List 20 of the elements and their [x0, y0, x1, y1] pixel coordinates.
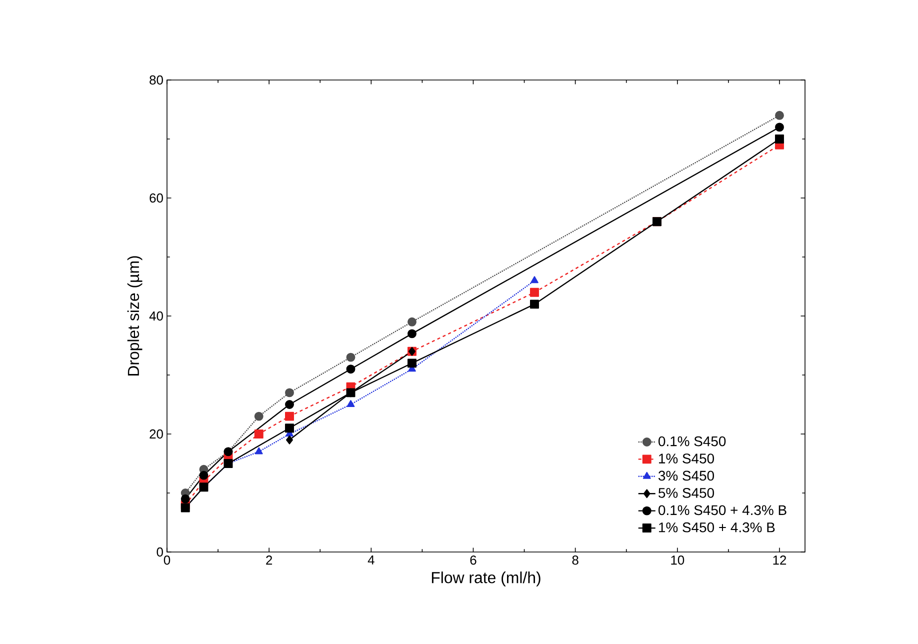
- x-axis-title: Flow rate (ml/h): [432, 572, 540, 586]
- y-tick-label: 80: [150, 75, 163, 85]
- x-tick-label: 6: [470, 556, 476, 565]
- y-tick-label: 20: [150, 429, 163, 439]
- legend-label: 5% S450: [658, 488, 714, 498]
- legend-label: 0.1% S450: [658, 436, 726, 446]
- legend-label: 1% S450 + 4.3% B: [659, 522, 775, 532]
- y-tick-label: 60: [150, 193, 163, 203]
- x-tick-label: 8: [572, 556, 578, 565]
- legend-label: 0.1% S450 + 4.3% B: [658, 505, 786, 516]
- legend-label: 3% S450: [658, 470, 714, 481]
- y-tick-label: 0: [156, 547, 163, 557]
- x-tick-label: 2: [266, 556, 272, 565]
- x-tick-label: 4: [368, 556, 374, 564]
- y-axis-title: Droplet size (µm): [127, 256, 142, 376]
- x-tick-label: 0: [164, 556, 170, 565]
- y-tick-label: 40: [149, 311, 163, 321]
- x-tick-label: 10: [671, 556, 684, 565]
- legend-label: 1% S450: [659, 454, 714, 464]
- x-tick-label: 12: [773, 556, 786, 565]
